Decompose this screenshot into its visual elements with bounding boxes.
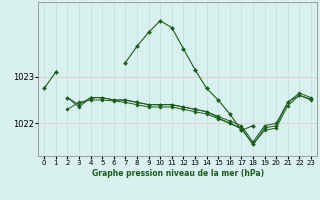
X-axis label: Graphe pression niveau de la mer (hPa): Graphe pression niveau de la mer (hPa) (92, 169, 264, 178)
